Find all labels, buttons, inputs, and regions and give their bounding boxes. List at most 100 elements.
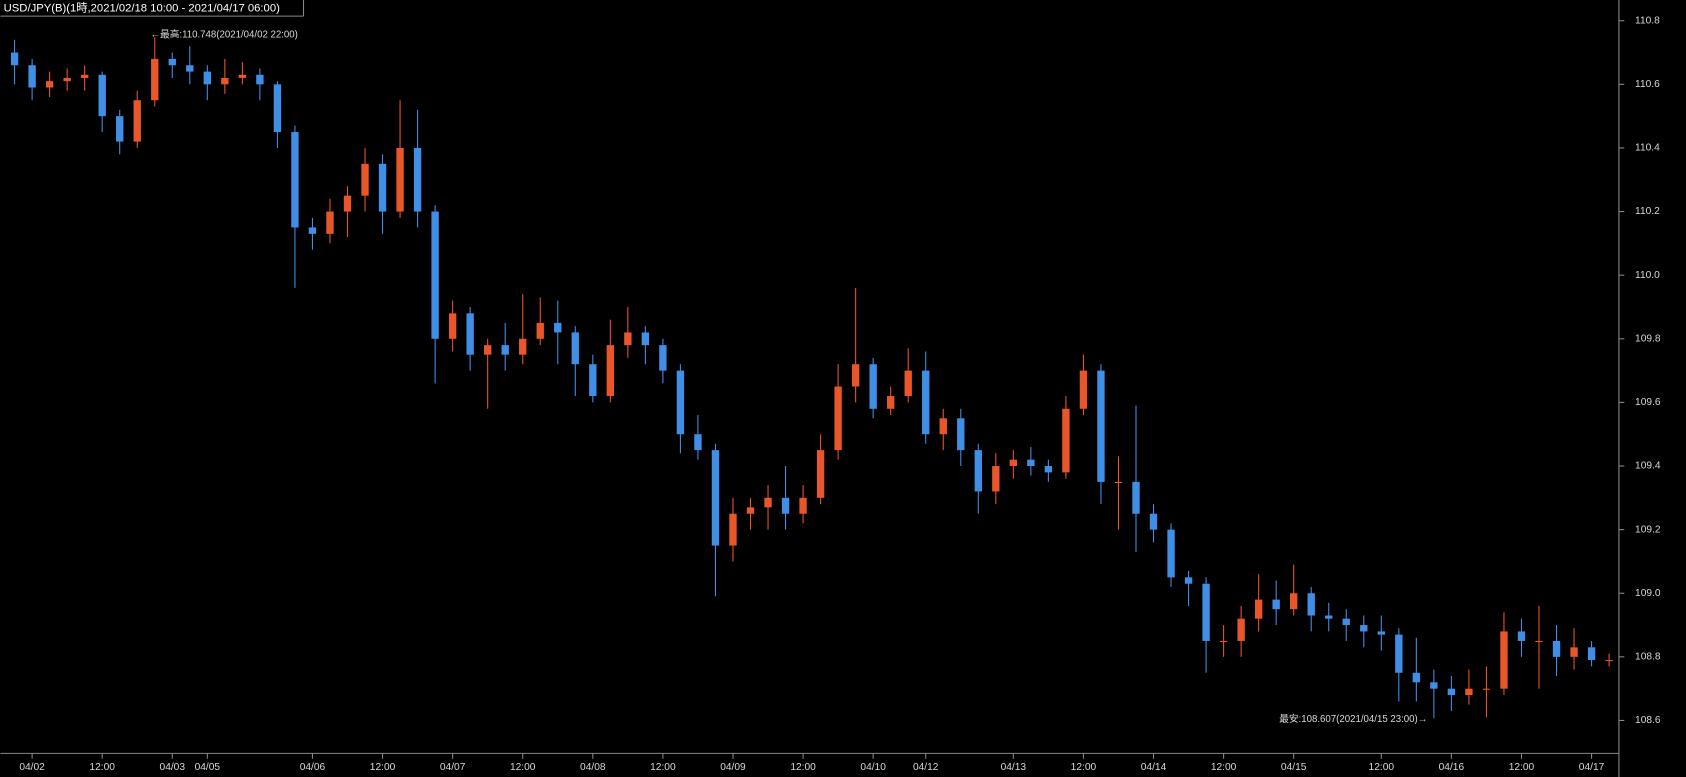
candle-body [939,418,947,435]
candle-body [1132,481,1140,514]
y-tick-label: 108.6 [1635,715,1661,726]
x-tick-label: 04/17 [1579,762,1605,773]
y-tick-label: 110.0 [1635,270,1660,281]
candle-body [1219,640,1228,643]
candle-body [63,77,71,82]
y-tick-label: 110.6 [1635,79,1660,90]
x-tick-label: 12:00 [1211,762,1237,773]
x-tick-label: 04/15 [1281,762,1307,773]
candle-body [1325,615,1333,619]
candle-body [1062,408,1070,473]
candle-body [834,386,842,451]
candle-body [151,58,159,101]
candle-body [448,313,457,339]
candle-body [1097,370,1105,482]
y-tick-label: 109.6 [1635,397,1661,408]
candle-body [1254,599,1263,619]
y-tick-label: 109.4 [1635,461,1661,472]
candle-body [1202,583,1210,641]
candle-body [291,132,299,228]
x-tick-label: 12:00 [1071,762,1097,773]
candle-body [992,466,1000,492]
candle-body [1570,647,1578,657]
candle-body [1237,618,1245,641]
x-tick-label: 04/03 [160,762,186,773]
candle-body [1272,599,1280,610]
candle-body [1482,688,1491,690]
candle-body [1360,625,1368,632]
candle-body [1307,593,1315,616]
high-annotation: ←最高:110.748(2021/04/02 22:00) [150,29,297,41]
candle-body [1027,459,1035,467]
candle-body [1342,618,1350,626]
x-tick-label: 12:00 [650,762,676,773]
x-tick-label: 04/09 [720,762,746,773]
candle-body [483,345,492,355]
candle-body [1500,631,1508,689]
candle-body [1009,459,1018,467]
y-tick-label: 108.8 [1635,652,1661,663]
x-tick-label: 12:00 [1369,762,1395,773]
y-tick-label: 110.8 [1635,15,1660,26]
x-tick-label: 12:00 [510,762,536,773]
candle-body [256,74,264,85]
y-tick-label: 109.2 [1635,524,1661,535]
candle-body [1430,682,1438,689]
candle-body [308,227,317,234]
candle-body [746,507,755,514]
candle-body [10,52,19,66]
candle-body [1149,513,1158,530]
candle-body [238,74,247,78]
candle-body [326,211,334,234]
x-tick-label: 04/02 [19,762,45,773]
candle-body [904,370,912,397]
candle-body [571,332,579,365]
candle-body [869,364,877,409]
candle-body [466,313,474,355]
y-tick-label: 110.4 [1635,143,1660,154]
candle-body [606,345,615,397]
x-tick-label: 04/13 [1001,762,1027,773]
x-tick-label: 04/08 [580,762,606,773]
candle-body [887,396,895,409]
candle-body [28,65,36,88]
x-tick-label: 12:00 [370,762,396,773]
candle-body [799,497,807,514]
candle-body [1184,577,1193,584]
candle-body [221,77,229,85]
chart-title: USD/JPY(B)(1時,2021/02/18 10:00 - 2021/04… [4,2,280,15]
candle-body [168,58,176,66]
x-tick-label: 12:00 [790,762,816,773]
candle-body [203,71,212,85]
candle-body [816,450,825,498]
candle-body [1079,370,1088,409]
y-tick-label: 110.2 [1635,206,1660,217]
x-tick-label: 04/12 [913,762,939,773]
candle-body [273,84,282,133]
candle-body [343,195,352,212]
candle-body [1447,688,1456,696]
x-tick-label: 12:00 [1509,762,1535,773]
candle-body [116,116,124,142]
x-tick-label: 04/05 [195,762,221,773]
candle-body [589,364,597,397]
candle-body [133,100,141,142]
x-tick-label: 04/10 [860,762,886,773]
x-tick-label: 12:00 [89,762,115,773]
candle-body [1395,634,1403,673]
candle-body [396,147,404,212]
candle-body [431,211,439,339]
candle-body [80,74,89,78]
x-tick-label: 04/06 [300,762,326,773]
candle-body [1587,647,1596,661]
candle-body [1412,672,1421,683]
candle-body [974,450,982,492]
candle-body [554,322,562,333]
x-tick-label: 04/14 [1141,762,1167,773]
candle-body [519,338,527,355]
candle-body [1290,593,1298,610]
candle-body [1167,529,1175,578]
